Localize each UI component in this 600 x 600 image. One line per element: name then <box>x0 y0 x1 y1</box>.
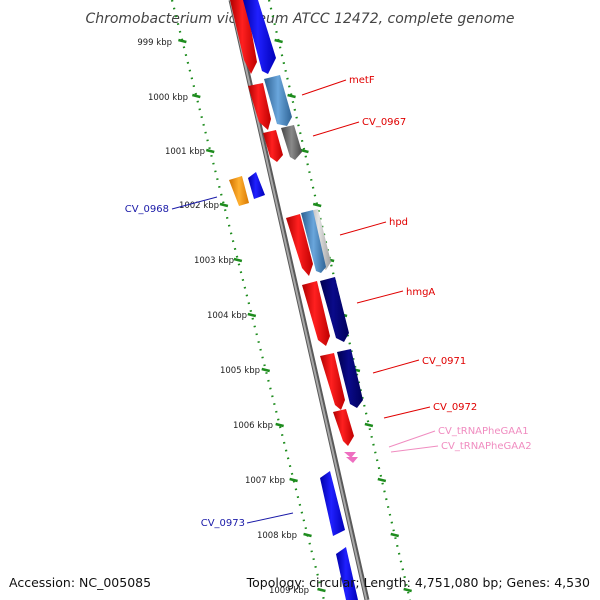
gene-arrow-navy-2[interactable] <box>337 349 363 408</box>
gene-arrow-CV_tRNAPheGAA1[interactable] <box>344 452 356 458</box>
kbp-label-999: 999 kbp <box>137 38 172 48</box>
kbp-label-1000: 1000 kbp <box>148 93 188 103</box>
major-tick-inner-8 <box>289 477 298 483</box>
major-tick-inner-9 <box>303 532 312 538</box>
gene-arrow-navy-1[interactable] <box>320 277 349 342</box>
gene-arrow-CV_tRNAPheGAA2[interactable] <box>346 457 358 463</box>
leader-hmgA <box>356 290 404 304</box>
kbp-label-1006: 1006 kbp <box>233 421 273 431</box>
kbp-label-1005: 1005 kbp <box>220 366 260 376</box>
genome-summary-text: Topology: circular; Length: 4,751,080 bp… <box>246 575 590 590</box>
genome-title: Chromobacterium violaceum ATCC 12472, co… <box>85 11 514 27</box>
gene-arrow-hpd[interactable] <box>286 214 313 276</box>
gene-arrow-CV_0967[interactable] <box>263 130 283 162</box>
leader-CV_0968 <box>171 196 218 210</box>
gene-labels: metF CV_0967 CV_0968 hpd hmgA CV_0971 CV… <box>125 75 532 529</box>
major-tick-outer-0 <box>274 38 283 44</box>
inner-features <box>229 172 358 600</box>
kbp-label-1009: 1009 kbp <box>269 586 309 596</box>
major-tick-inner-6 <box>261 367 271 373</box>
kbp-label-1007: 1007 kbp <box>245 476 285 486</box>
major-tick-inner-1 <box>192 93 201 99</box>
gene-arrow-CV_0972[interactable] <box>333 409 354 446</box>
label-leaders <box>171 79 439 524</box>
gene-arrow-CV_0968[interactable] <box>248 172 265 199</box>
major-tick-outer-2 <box>300 148 309 154</box>
major-tick-outer-3 <box>312 202 322 208</box>
leader-CV_0973 <box>246 512 294 524</box>
kbp-label-1003: 1003 kbp <box>194 256 234 266</box>
gene-label-CV_0972[interactable]: CV_0972 <box>433 402 477 413</box>
gene-label-CV_0971[interactable]: CV_0971 <box>422 356 466 367</box>
leader-CV_0971 <box>372 359 420 374</box>
gene-arrow-steelblue-2[interactable] <box>301 210 326 273</box>
kbp-labels: 999 kbp 1000 kbp 1001 kbp 1002 kbp 1003 … <box>137 38 309 596</box>
kbp-label-1001: 1001 kbp <box>165 147 205 157</box>
gene-arrow-steelblue-1[interactable] <box>264 75 292 126</box>
gene-label-CV_tRNAPheGAA1[interactable]: CV_tRNAPheGAA1 <box>438 426 529 437</box>
kbp-label-1008: 1008 kbp <box>257 531 297 541</box>
gene-label-hmgA[interactable]: hmgA <box>406 287 435 298</box>
major-tick-inner-3 <box>219 202 229 208</box>
gene-label-CV_0967[interactable]: CV_0967 <box>362 117 406 128</box>
major-tick-inner-7 <box>275 422 284 428</box>
leader-CV_tRNAPheGAA1 <box>388 430 436 448</box>
major-tick-inner-2 <box>205 148 215 154</box>
gene-arrow-hmgA[interactable] <box>302 281 330 346</box>
major-tick-inner-5 <box>247 312 257 318</box>
major-tick-outer-7 <box>364 422 374 428</box>
gene-arrow-reverse-top[interactable] <box>230 0 257 74</box>
gene-arrow-forward-top[interactable] <box>243 0 276 74</box>
accession-text: Accession: NC_005085 <box>9 575 151 590</box>
gene-arrow-orange-1[interactable] <box>229 176 249 206</box>
gene-arrow-CV_0973[interactable] <box>320 471 345 536</box>
kbp-label-1002: 1002 kbp <box>179 201 219 211</box>
major-tick-outer-8 <box>377 477 387 483</box>
reverse-strand-features <box>230 0 358 463</box>
major-tick-outer-1 <box>287 93 296 99</box>
major-tick-inner-10 <box>317 587 326 593</box>
leader-CV_tRNAPheGAA2 <box>390 445 439 453</box>
gene-label-metF[interactable]: metF <box>349 75 375 86</box>
gene-label-CV_0973[interactable]: CV_0973 <box>201 518 245 529</box>
gene-label-CV_tRNAPheGAA2[interactable]: CV_tRNAPheGAA2 <box>441 441 532 452</box>
leader-CV_0967 <box>312 121 360 137</box>
major-tick-inner-4 <box>233 257 243 263</box>
leader-metF <box>301 79 347 96</box>
gene-arrow-metF[interactable] <box>248 83 271 130</box>
forward-strand-features <box>243 0 363 408</box>
kbp-label-1004: 1004 kbp <box>207 311 247 321</box>
major-tick-inner-0 <box>178 38 187 44</box>
leader-hpd <box>339 221 387 236</box>
major-tick-outer-10 <box>403 587 412 593</box>
gene-label-CV_0968[interactable]: CV_0968 <box>125 204 169 215</box>
major-tick-outer-9 <box>390 532 400 538</box>
gene-arrow-blue-bottom[interactable] <box>336 547 358 600</box>
gene-label-hpd[interactable]: hpd <box>389 217 408 228</box>
leader-CV_0972 <box>383 406 431 419</box>
gene-arrow-CV_0971[interactable] <box>320 353 345 410</box>
gene-arrow-gray-1[interactable] <box>281 125 302 160</box>
